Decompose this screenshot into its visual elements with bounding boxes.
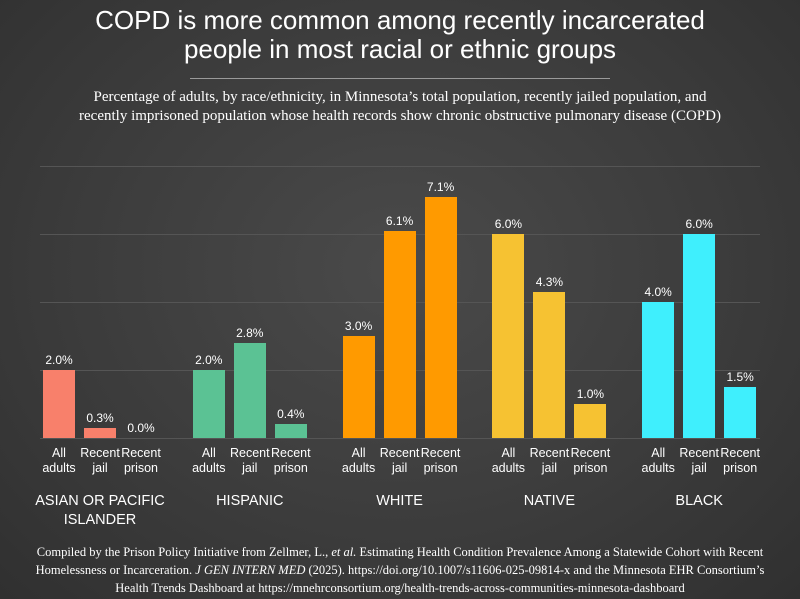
group-label: BLACK bbox=[675, 493, 723, 509]
x-tick-label: All adults bbox=[341, 446, 376, 475]
value-label: 6.0% bbox=[685, 217, 713, 231]
chart-subtitle: Percentage of adults, by race/ethnicity,… bbox=[79, 89, 721, 124]
bar bbox=[533, 291, 566, 438]
x-tick-label: Recent prison bbox=[720, 446, 760, 475]
group-label: NATIVE bbox=[523, 493, 576, 509]
source-part: Compiled by the Prison Policy Initiative… bbox=[36, 545, 332, 559]
value-label: 6.1% bbox=[385, 213, 414, 228]
bar bbox=[574, 404, 607, 438]
x-tick-label: Recent prison bbox=[570, 446, 611, 475]
value-label: 0.4% bbox=[277, 407, 305, 422]
value-label: 2.8% bbox=[236, 325, 264, 340]
source-part: Estimating Health Condition Prevalence A… bbox=[35, 545, 764, 577]
bar bbox=[233, 342, 266, 438]
bar bbox=[274, 424, 307, 438]
source-part: J GEN INTERN MED bbox=[195, 563, 306, 577]
value-label: 2.0% bbox=[195, 353, 223, 367]
bar bbox=[342, 336, 375, 438]
value-label: 7.1% bbox=[426, 179, 455, 194]
group-label: HISPANIC bbox=[216, 493, 284, 509]
x-tick-label: Recent prison bbox=[270, 446, 311, 475]
bar bbox=[43, 370, 75, 438]
x-tick-label: Recent jail bbox=[229, 446, 270, 475]
x-tick-label: All adults bbox=[192, 446, 226, 475]
x-tick-label: Recent prison bbox=[121, 446, 161, 475]
grid-line bbox=[40, 438, 760, 439]
x-tick-label: Recent jail bbox=[80, 446, 120, 475]
x-tick-label: Recent jail bbox=[679, 446, 719, 475]
x-tick-label: All adults bbox=[42, 446, 76, 475]
value-label: 0.3% bbox=[86, 410, 114, 425]
source-part: et al. bbox=[331, 545, 357, 559]
group-label: WHITE bbox=[376, 493, 423, 509]
value-label: 2.0% bbox=[45, 353, 73, 367]
value-label: 0.0% bbox=[127, 421, 155, 435]
bar bbox=[192, 370, 225, 438]
value-label: 1.5% bbox=[726, 370, 754, 384]
grid-line bbox=[40, 166, 760, 167]
source-part: (2025). https://doi.org/10.1007/s11606-0… bbox=[115, 563, 765, 595]
bar bbox=[642, 302, 675, 438]
x-tick-label: Recent prison bbox=[420, 446, 461, 475]
value-label: 6.0% bbox=[494, 217, 523, 231]
x-tick-label: All adults bbox=[491, 446, 526, 475]
value-label: 3.0% bbox=[344, 319, 373, 333]
chart-title: COPD is more common among recently incar… bbox=[95, 5, 705, 64]
x-tick-label: All adults bbox=[641, 446, 675, 475]
x-tick-label: Recent jail bbox=[529, 446, 570, 475]
title-rule bbox=[190, 78, 610, 79]
bar bbox=[84, 427, 116, 438]
bar bbox=[724, 387, 757, 438]
value-label: 4.0% bbox=[644, 285, 672, 299]
value-label: 4.3% bbox=[535, 274, 564, 289]
group-label: ASIAN OR PACIFIC ISLANDER bbox=[35, 493, 165, 528]
value-label: 1.0% bbox=[576, 387, 605, 401]
bar bbox=[492, 234, 525, 438]
source-note: Compiled by the Prison Policy Initiative… bbox=[20, 543, 780, 597]
bar bbox=[424, 196, 457, 438]
bar bbox=[383, 230, 416, 438]
bar bbox=[683, 234, 716, 438]
x-tick-label: Recent jail bbox=[379, 446, 420, 475]
